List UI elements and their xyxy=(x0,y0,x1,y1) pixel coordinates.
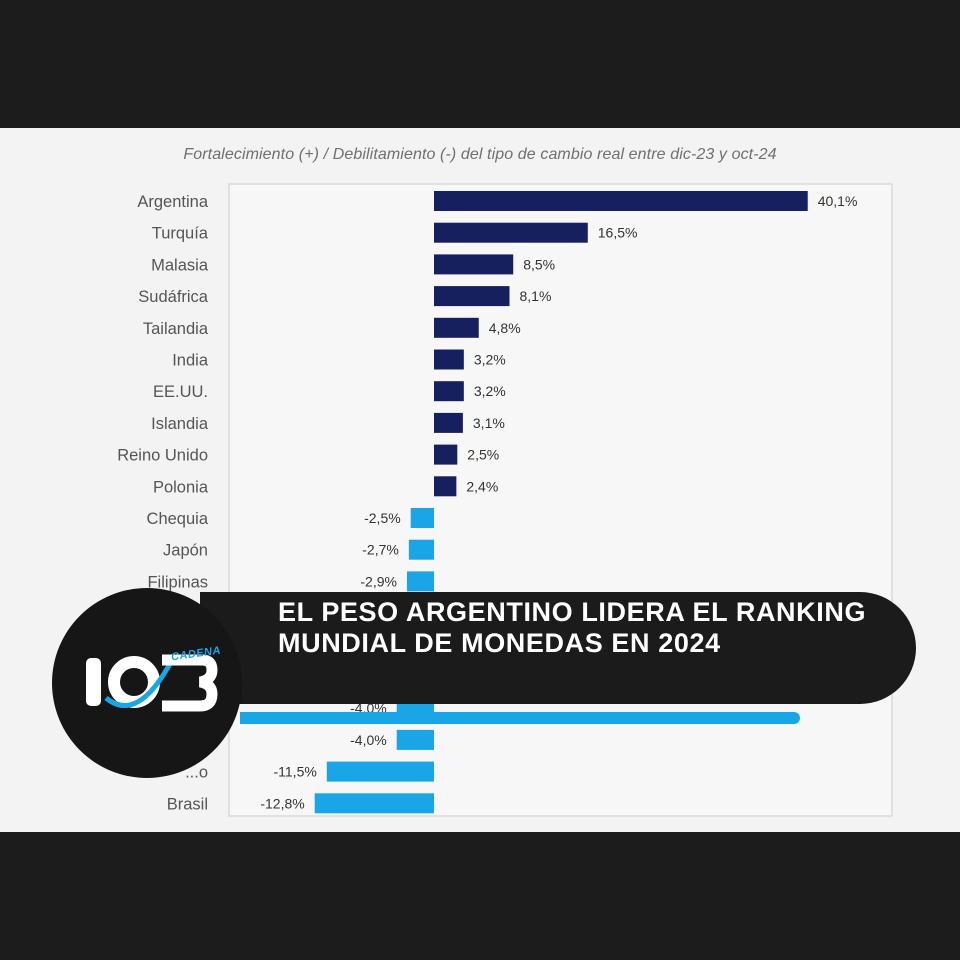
banner-accent-bar xyxy=(240,712,800,724)
logo-digit-three xyxy=(162,654,218,712)
data-label: 8,1% xyxy=(519,288,551,304)
bars-layer xyxy=(314,191,808,814)
bar xyxy=(410,508,434,528)
chart-title: Fortalecimiento (+) / Debilitamiento (-)… xyxy=(183,146,777,163)
bar xyxy=(434,381,464,402)
bar xyxy=(434,476,457,497)
bar xyxy=(434,349,464,370)
bar xyxy=(434,254,514,275)
plot-frame xyxy=(228,183,893,817)
category-label: Chequia xyxy=(147,510,209,528)
headline-banner xyxy=(200,592,916,704)
category-label: EE.UU. xyxy=(153,383,208,401)
data-label: -12,8% xyxy=(260,795,304,811)
data-label: 3,2% xyxy=(474,352,506,368)
data-label: 2,5% xyxy=(467,447,499,463)
bar xyxy=(434,317,479,338)
data-label: -11,5% xyxy=(273,764,316,780)
category-label: Filipinas xyxy=(147,573,208,591)
data-label: 8,5% xyxy=(523,256,555,272)
category-label: Sudáfrica xyxy=(138,288,209,306)
category-label: ...o xyxy=(185,764,208,782)
bar xyxy=(396,729,434,750)
data-label: 4,8% xyxy=(489,320,521,336)
data-label: 3,1% xyxy=(473,415,505,431)
data-label: -2,9% xyxy=(360,573,397,589)
category-label: Brasil xyxy=(167,795,208,813)
bar xyxy=(434,191,808,211)
bottom-black-band xyxy=(0,832,960,960)
bar xyxy=(326,761,434,782)
data-label: -2,7% xyxy=(362,542,399,558)
bar xyxy=(434,412,463,433)
category-label: Japón xyxy=(163,542,208,560)
bar xyxy=(434,222,588,243)
category-label: Reino Unido xyxy=(117,447,208,465)
data-label: -2,5% xyxy=(364,510,401,526)
logo-digit-one xyxy=(86,658,101,706)
headline-text: EL PESO ARGENTINO LIDERA EL RANKING MUND… xyxy=(278,597,867,658)
top-black-band xyxy=(0,0,960,128)
bar xyxy=(406,571,434,592)
logo-swoosh xyxy=(104,658,175,708)
category-label: Tailandia xyxy=(143,320,209,338)
category-label: India xyxy=(172,352,209,370)
bar xyxy=(434,444,458,465)
data-label: 2,4% xyxy=(466,478,498,494)
bar xyxy=(408,539,434,560)
category-label: Malasia xyxy=(151,256,209,274)
data-label: 3,2% xyxy=(474,383,506,399)
bar xyxy=(434,286,510,307)
labels-layer: Argentina 40,1% Turquía 16,5% Malasia 8,5% Sud… xyxy=(117,193,857,813)
category-label: Turquía xyxy=(152,225,209,243)
bar xyxy=(314,793,434,814)
data-label: -4,0% xyxy=(350,732,387,748)
category-label: Argentina xyxy=(137,193,208,211)
category-label: Islandia xyxy=(151,415,209,433)
data-label: 40,1% xyxy=(818,193,858,209)
data-label: 16,5% xyxy=(598,225,638,241)
category-label: Polonia xyxy=(153,478,209,496)
